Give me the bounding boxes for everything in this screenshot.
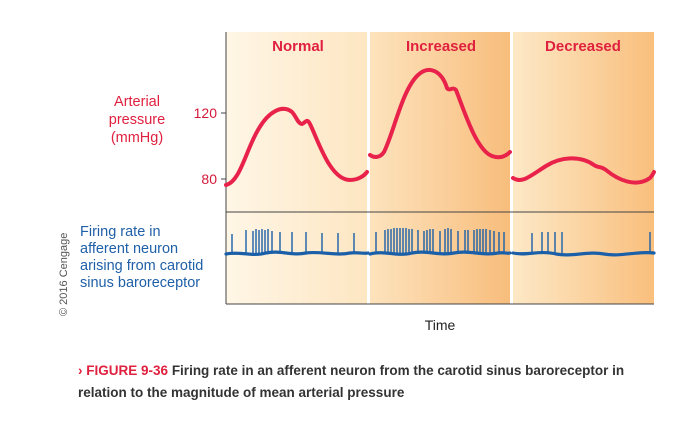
tick-label-80: 80 (201, 171, 217, 187)
pressure-label-line3: (mmHg) (111, 130, 163, 146)
pressure-curve-decreased (511, 156, 656, 185)
figure-caption: › FIGURE 9-36 Firing rate in an afferent… (78, 360, 638, 404)
spikes-increased (375, 228, 505, 253)
spikes-decreased (531, 232, 651, 253)
firing-label-line1: Firing rate in (80, 224, 161, 240)
firing-label-line2: afferent neuron (80, 241, 178, 257)
pressure-label-line2: pressure (109, 112, 165, 128)
panel-decreased-bg (513, 32, 654, 304)
caption-figure-number: FIGURE 9-36 (86, 363, 169, 378)
x-axis-label: Time (425, 317, 456, 333)
panel-title-decreased: Decreased (545, 38, 621, 55)
tick-label-120: 120 (194, 105, 218, 121)
spikes-normal (231, 229, 355, 253)
firing-label-line3: arising from carotid (80, 258, 203, 274)
firing-label-line4: sinus baroreceptor (80, 275, 200, 291)
caption-text: Firing rate in an afferent neuron from t… (78, 363, 625, 400)
pressure-curve-increased (368, 68, 512, 160)
panel-normal-bg (226, 32, 367, 304)
panel-title-increased: Increased (406, 38, 476, 55)
caption-marker: › (78, 363, 83, 378)
copyright-text: © 2016 Cengage (58, 233, 70, 316)
panel-title-normal: Normal (272, 38, 324, 55)
pressure-curve-normal (224, 106, 369, 187)
pressure-label-line1: Arterial (114, 94, 160, 110)
